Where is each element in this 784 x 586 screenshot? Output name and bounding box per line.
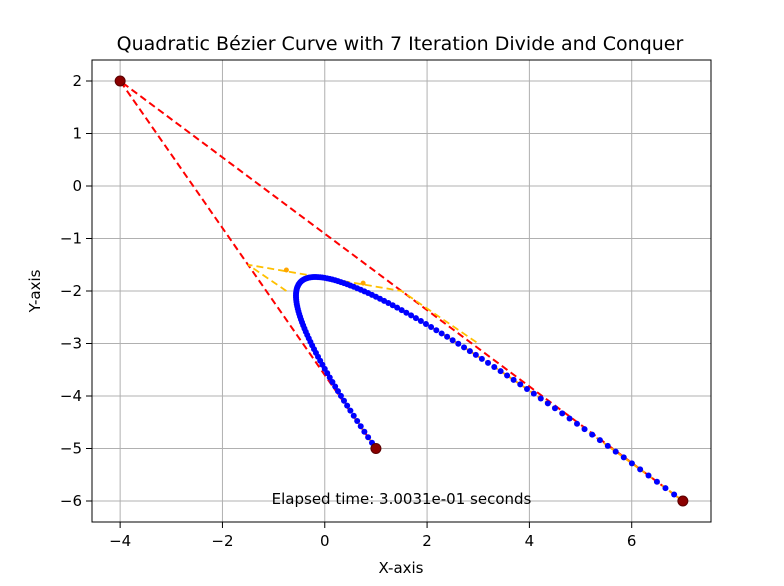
curve-point [530, 390, 537, 397]
y-tick-label: −5 [60, 440, 82, 458]
curve-point [433, 327, 440, 334]
curve-point [438, 330, 445, 337]
curve-point [347, 407, 354, 414]
curve-point [537, 395, 544, 402]
curve-point [389, 302, 396, 309]
curve-point [357, 423, 364, 430]
curve-point [466, 348, 473, 355]
curve-point [485, 359, 492, 366]
y-axis-ticks: 2 1 0 −1 −2 −3 −4 −5 −6 [60, 72, 92, 510]
y-tick-label: 2 [72, 72, 82, 90]
y-tick-label: −2 [60, 282, 82, 300]
curve-point [337, 392, 344, 399]
curve-point [335, 388, 342, 395]
y-tick-label: −6 [60, 492, 82, 510]
x-tick-label: 2 [422, 532, 432, 550]
curve-point [491, 363, 498, 370]
curve-point [510, 376, 517, 383]
curve-point [354, 417, 361, 424]
curve-point [574, 420, 581, 427]
curve-point [444, 333, 451, 340]
curve-point [461, 344, 468, 351]
curve-point [361, 428, 368, 435]
y-axis-label: Y-axis [26, 269, 44, 313]
curve-point [628, 460, 635, 467]
curve-point [326, 374, 333, 381]
control-point [370, 443, 382, 454]
curve-point [596, 437, 603, 444]
curve-point [523, 385, 530, 392]
y-tick-label: −4 [60, 387, 82, 405]
curve-point [428, 324, 435, 331]
curve-point [559, 410, 566, 417]
y-tick-label: 1 [72, 125, 82, 143]
x-axis-label: X-axis [379, 559, 424, 577]
x-tick-label: 4 [525, 532, 535, 550]
curve-point [403, 309, 410, 316]
curve-point [637, 466, 644, 473]
curve-point [332, 383, 339, 390]
x-tick-label: 0 [320, 532, 330, 550]
x-tick-label: −4 [109, 532, 131, 550]
curve-point [417, 318, 424, 325]
x-axis-ticks: −4 −2 0 2 4 6 [109, 522, 636, 550]
curve-point [422, 320, 429, 327]
y-tick-label: 0 [72, 177, 82, 195]
curve-point [566, 415, 573, 422]
curve-point [662, 485, 669, 492]
control-point [677, 495, 689, 507]
curve-point [478, 355, 485, 362]
curve-point [329, 378, 336, 385]
curve-point [581, 426, 588, 433]
curve-point [472, 351, 479, 358]
curve-point [551, 405, 558, 412]
curve-point [604, 442, 611, 449]
y-tick-label: −3 [60, 335, 82, 353]
curve-point [497, 368, 504, 375]
curve-point [365, 434, 372, 441]
x-tick-label: −2 [211, 532, 233, 550]
curve-point [620, 454, 627, 461]
curve-point [653, 478, 660, 485]
curve-point [412, 315, 419, 322]
x-tick-label: 6 [627, 532, 637, 550]
curve-point [340, 397, 347, 404]
bezier-curve-line [294, 276, 684, 502]
helper-midpoint [360, 280, 366, 286]
curve-point [612, 448, 619, 455]
curve-point [350, 412, 357, 419]
curve-point [455, 340, 462, 347]
helper-midpoint [283, 267, 289, 273]
curve-point [645, 472, 652, 479]
curve-point [344, 402, 351, 409]
control-point [114, 75, 126, 87]
curve-point [394, 304, 401, 311]
curve-point [398, 307, 405, 314]
curve-point [671, 491, 678, 498]
curve-point [517, 381, 524, 388]
elapsed-time-annotation: Elapsed time: 3.0031e-01 seconds [272, 490, 532, 508]
curve-point [504, 372, 511, 379]
control-polygon-line [119, 80, 684, 502]
y-tick-label: −1 [60, 230, 82, 248]
plot-area [114, 75, 689, 507]
curve-point [589, 431, 596, 438]
curve-point [449, 337, 456, 344]
curve-point [544, 400, 551, 407]
curve-point [408, 312, 415, 319]
chart-title: Quadratic Bézier Curve with 7 Iteration … [117, 33, 684, 55]
